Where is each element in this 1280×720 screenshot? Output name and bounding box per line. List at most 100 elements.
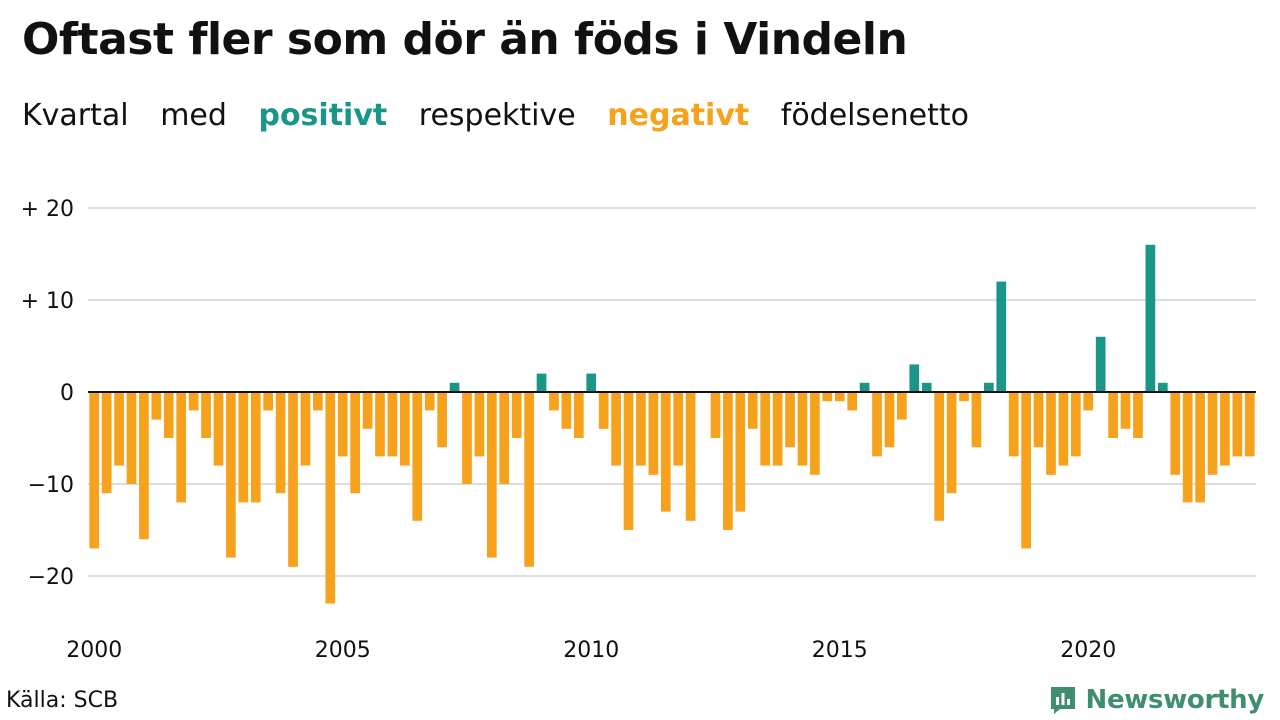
bar-negative [176, 392, 187, 503]
bar-negative [1108, 392, 1118, 438]
bar-negative [188, 392, 199, 411]
bar-negative [785, 392, 795, 448]
bar-negative [499, 392, 510, 484]
bar-negative [1021, 392, 1031, 549]
bar-negative [685, 392, 696, 521]
bar-negative [772, 392, 783, 466]
bar-negative [511, 392, 522, 438]
bar-negative [623, 392, 634, 530]
bar-negative [126, 392, 137, 484]
bar-negative [1182, 392, 1193, 503]
bar-negative [959, 392, 969, 402]
bar-positive [536, 373, 547, 392]
subtitle-word-kvartal: Kvartal [22, 98, 129, 133]
bar-negative [822, 392, 833, 402]
subtitle-word-respektive: respektive [418, 98, 576, 133]
bar-positive [921, 382, 932, 392]
bar-negative [760, 392, 771, 466]
bar-negative [561, 392, 572, 429]
bar-negative [710, 392, 721, 438]
bar-negative [201, 392, 211, 438]
bar-negative [847, 392, 858, 411]
bar-negative [573, 392, 584, 438]
bar-negative [288, 392, 298, 567]
bar-negative [598, 392, 609, 429]
bar-negative [1120, 392, 1131, 429]
bar-negative [747, 392, 758, 429]
y-tick-label: 0 [60, 381, 74, 406]
bar-negative [325, 392, 336, 604]
bar-negative [1133, 392, 1143, 438]
bar-negative [1058, 392, 1069, 466]
bar-negative [524, 392, 534, 567]
bar-negative [648, 392, 659, 475]
bar-negative [139, 392, 149, 540]
x-tick-label: 2020 [1060, 638, 1116, 663]
y-tick-label: −10 [28, 473, 74, 498]
bar-negative [1033, 392, 1044, 448]
bar-negative [1046, 392, 1056, 475]
source-note: Källa: SCB [6, 688, 119, 713]
brand-logo: Newsworthy [1048, 684, 1264, 716]
bar-negative [424, 392, 435, 411]
bar-negative [1070, 392, 1081, 457]
bar-positive [1145, 244, 1156, 392]
bar-positive [909, 364, 920, 392]
bar-negative [810, 392, 820, 475]
bar-positive [1095, 336, 1106, 392]
subtitle-negative-label: negativt [607, 98, 750, 133]
bar-negative [1232, 392, 1243, 457]
bar-positive [859, 382, 870, 392]
bar-negative [350, 392, 360, 494]
bar-negative [151, 392, 162, 420]
x-tick-label: 2000 [66, 638, 122, 663]
bar-negative [213, 392, 224, 466]
bar-negative [673, 392, 684, 466]
bar-positive [984, 382, 994, 392]
axes: + 20 + 10 0 −10 −20 2000 2005 2010 2015 2020 [21, 197, 1256, 663]
bar-negative [884, 392, 895, 448]
bar-negative [101, 392, 112, 494]
bar-positive [449, 382, 460, 392]
bar-positive [1157, 382, 1168, 392]
y-tick-label: + 10 [21, 289, 74, 314]
bar-negative [486, 392, 497, 558]
x-tick-label: 2010 [563, 638, 619, 663]
bar-negative [735, 392, 746, 512]
bar-positive [996, 281, 1007, 392]
bar-negative [971, 392, 982, 448]
bar-negative [437, 392, 447, 448]
bar-negative [275, 392, 286, 494]
bar-negative [163, 392, 174, 438]
subtitle-positive-label: positivt [258, 98, 388, 133]
bar-negative [1207, 392, 1218, 475]
brand-name: Newsworthy [1085, 685, 1265, 715]
bar-negative [1008, 392, 1019, 457]
bar-negative [263, 392, 274, 411]
bar-negative [1195, 392, 1205, 503]
bar-negative [300, 392, 311, 466]
bar-negative [238, 392, 249, 503]
bar-positive [586, 373, 597, 392]
bar-negative [1170, 392, 1181, 475]
bar-negative [400, 392, 410, 466]
x-tick-label: 2015 [812, 638, 868, 663]
bar-negative [1220, 392, 1230, 466]
bar-negative [611, 392, 621, 466]
bar-negative [636, 392, 646, 466]
bar-negative [114, 392, 124, 466]
y-tick-label: −20 [28, 565, 74, 590]
bar-negative [337, 392, 348, 457]
chart-title: Oftast fler som dör än föds i Vindeln [22, 14, 908, 65]
bar-negative [897, 392, 907, 420]
bar-chart-logo-icon [1050, 687, 1075, 714]
bar-negative [226, 392, 236, 558]
bar-negative [362, 392, 373, 429]
bar-negative [723, 392, 733, 530]
bar-negative [89, 392, 100, 549]
bar-negative [412, 392, 423, 521]
bar-negative [834, 392, 845, 402]
bar-negative [462, 392, 472, 484]
bar-negative [387, 392, 398, 457]
y-tick-label: + 20 [21, 197, 74, 222]
